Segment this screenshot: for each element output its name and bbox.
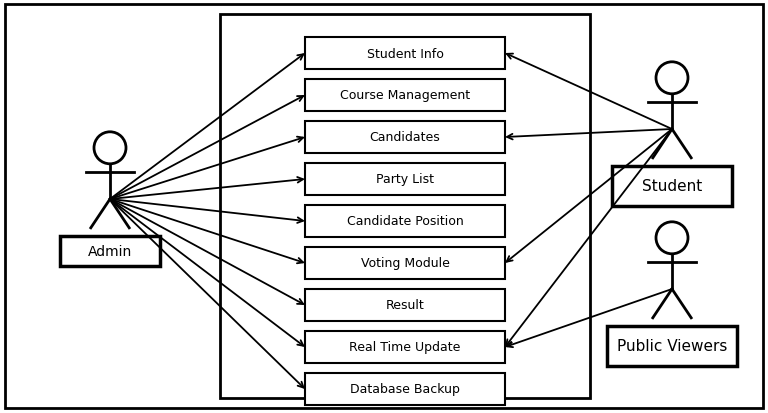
Bar — [612, 166, 732, 206]
Bar — [305, 38, 505, 70]
Text: Admin: Admin — [88, 244, 132, 258]
Text: Candidates: Candidates — [369, 131, 440, 144]
Bar — [305, 206, 505, 237]
Bar — [305, 373, 505, 405]
Bar — [305, 164, 505, 195]
Text: Real Time Update: Real Time Update — [349, 341, 461, 354]
Text: Public Viewers: Public Viewers — [617, 339, 727, 354]
Bar — [220, 15, 590, 398]
Text: Party List: Party List — [376, 173, 434, 186]
Bar — [607, 326, 737, 366]
Bar — [305, 247, 505, 279]
Text: Voting Module: Voting Module — [360, 257, 449, 270]
Bar — [305, 122, 505, 154]
Text: Database Backup: Database Backup — [350, 382, 460, 396]
Bar — [305, 331, 505, 363]
Text: Course Management: Course Management — [340, 89, 470, 102]
Text: Candidate Position: Candidate Position — [346, 215, 463, 228]
Bar — [60, 236, 160, 266]
Bar — [305, 289, 505, 321]
Text: Result: Result — [386, 299, 425, 312]
Text: Student Info: Student Info — [366, 47, 443, 60]
Text: Student: Student — [642, 179, 702, 194]
Bar — [305, 80, 505, 112]
